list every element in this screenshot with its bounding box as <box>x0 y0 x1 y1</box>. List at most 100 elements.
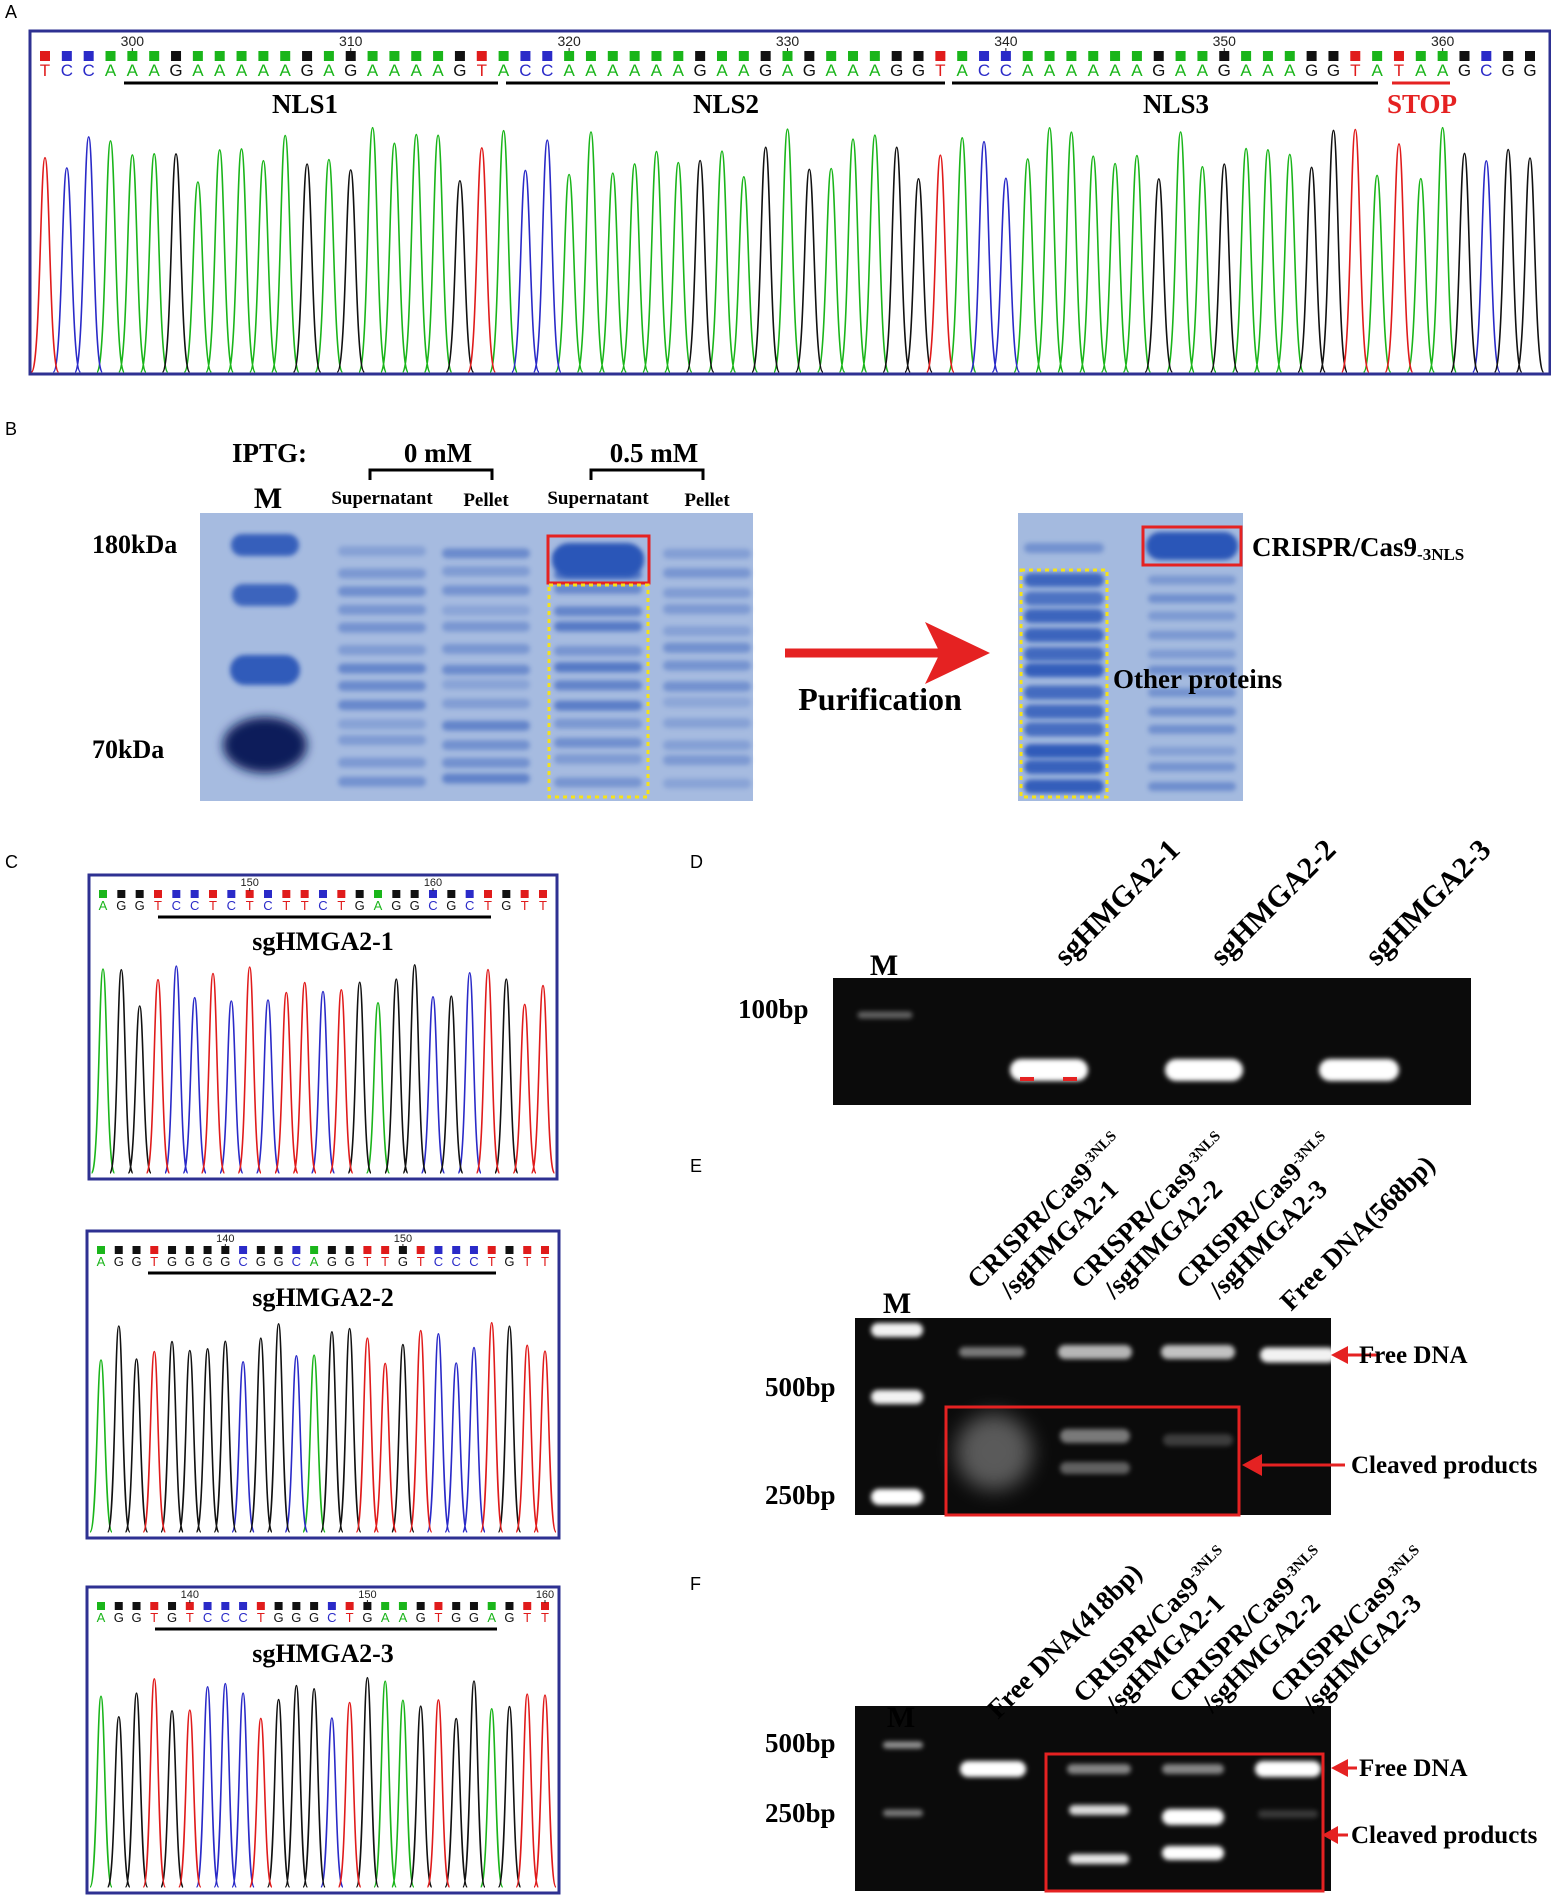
protein-band <box>663 588 751 599</box>
base-square <box>957 51 968 61</box>
trace-name-label: sgHMGA2-1 <box>252 927 394 956</box>
base-letter: C <box>172 898 181 913</box>
base-letter: C <box>221 1610 230 1625</box>
peak-trace-A <box>90 968 391 1174</box>
base-square <box>327 1246 336 1254</box>
base-square <box>1481 51 1492 61</box>
base-square <box>1372 51 1383 61</box>
base-square <box>487 1246 496 1254</box>
base-letter: G <box>300 61 313 80</box>
base-square <box>452 1246 461 1254</box>
trace-frame <box>85 1229 561 1540</box>
base-square <box>97 1246 105 1254</box>
peak-trace-G <box>109 963 519 1174</box>
base-square <box>274 1602 283 1610</box>
base-square <box>389 51 400 61</box>
base-letter: A <box>411 61 423 80</box>
base-square <box>1175 51 1186 61</box>
peak-trace-C <box>52 136 1501 373</box>
gel-f-marker-label: M <box>887 1701 915 1734</box>
base-letter: C <box>263 898 272 913</box>
base-letter: G <box>135 898 145 913</box>
cas9-band-purified <box>1146 532 1238 560</box>
free-dna-band <box>1058 1345 1132 1359</box>
base-letter: A <box>563 61 575 80</box>
base-square <box>1262 51 1273 61</box>
panel-a-base-squares <box>40 51 1535 61</box>
gel-e-bands <box>871 1323 1336 1505</box>
panel-a-chromatogram <box>30 126 1545 373</box>
base-letter: A <box>651 61 663 80</box>
other-protein-band <box>1024 609 1104 624</box>
cas9-label: CRISPR/Cas9-3NLS <box>1252 532 1464 564</box>
protein-band <box>442 740 530 751</box>
base-square <box>465 890 474 898</box>
base-square <box>1328 51 1339 61</box>
protein-band <box>338 622 426 633</box>
size-70kda: 70kDa <box>92 735 164 764</box>
base-square <box>221 1602 230 1610</box>
gel-f-bands <box>883 1741 1321 1864</box>
cas9-band-crude <box>552 543 644 577</box>
position-label: 350 <box>1213 33 1237 49</box>
base-letter: T <box>434 1610 442 1625</box>
base-letter: A <box>389 61 401 80</box>
position-label: 310 <box>339 33 363 49</box>
base-square <box>1350 51 1361 61</box>
base-letter: T <box>209 898 217 913</box>
base-letter: C <box>318 898 327 913</box>
free-dna-band <box>1255 1761 1321 1777</box>
position-label: 360 <box>1431 33 1455 49</box>
gel-d <box>833 978 1471 1105</box>
gel-d-marker-label: M <box>870 949 898 982</box>
base-letter: A <box>1044 61 1056 80</box>
protein-band <box>663 778 751 789</box>
base-letter: T <box>523 1610 531 1625</box>
peak-trace-A <box>89 1680 504 1888</box>
trace-peaks <box>89 1676 557 1888</box>
gel-f-free-label: Free DNA <box>1359 1755 1468 1782</box>
nls2-label: NLS2 <box>693 89 759 119</box>
base-letter: A <box>432 61 444 80</box>
base-letter: A <box>957 61 969 80</box>
base-square <box>172 890 181 898</box>
protein-band <box>554 680 642 691</box>
faint-band <box>1148 665 1236 675</box>
base-letter: A <box>374 898 383 913</box>
marker-band <box>871 1489 923 1505</box>
peak-trace-A <box>89 1354 326 1533</box>
lane-pellet-0: Pellet <box>463 490 509 511</box>
base-letter: T <box>257 1610 265 1625</box>
position-label: 160 <box>536 1589 554 1601</box>
base-letter: C <box>61 61 73 80</box>
base-square <box>469 1246 478 1254</box>
base-letter: G <box>131 1254 141 1269</box>
base-square <box>392 890 401 898</box>
base-letter: G <box>1327 61 1340 80</box>
protein-band <box>338 757 426 768</box>
base-letter: A <box>1175 61 1187 80</box>
base-square <box>117 890 126 898</box>
base-letter: A <box>97 1610 106 1625</box>
peak-trace-C <box>231 1332 486 1533</box>
protein-band <box>663 681 751 692</box>
faint-band <box>1148 746 1236 756</box>
base-square <box>61 51 72 61</box>
gel-d-size-100bp: 100bp <box>738 994 809 1024</box>
base-letter: G <box>220 1254 230 1269</box>
protein-band <box>554 737 642 748</box>
base-letter: G <box>274 1610 284 1625</box>
free-dna-band <box>960 1761 1026 1777</box>
base-letter: A <box>738 61 750 80</box>
faint-band <box>1148 611 1236 621</box>
cleaved-band <box>1069 1854 1129 1864</box>
base-letter: C <box>428 898 437 913</box>
base-square <box>99 890 107 898</box>
base-square <box>433 51 444 61</box>
protein-band <box>442 548 530 559</box>
gel-d-lane-labels: sgHMGA2-1 sgHMGA2-2 sgHMGA2-3 <box>1048 833 1498 972</box>
base-square <box>190 890 199 898</box>
